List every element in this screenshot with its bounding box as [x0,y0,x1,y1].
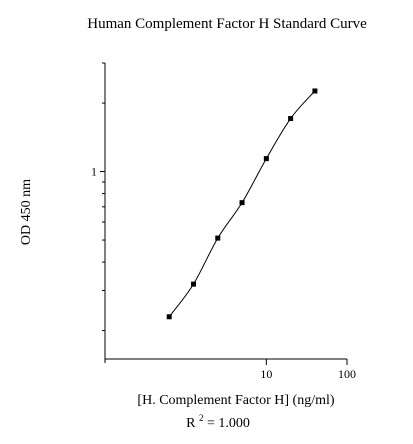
plot-area: 10 100 1 [91,62,356,381]
data-point-1 [190,281,196,287]
x-axis-label: [H. Complement Factor H] (ng/ml) [137,393,334,408]
data-point-4 [263,156,269,162]
data-point-3 [239,200,245,206]
data-point-2 [215,235,221,241]
y-axis-label: OD 450 nm [19,179,34,245]
r-squared-symbol: R [186,416,196,431]
data-point-0 [166,314,172,320]
r-squared-annotation: R 2 = 1.000 [186,410,250,431]
x-tick-label-10: 10 [260,367,272,381]
chart-title: Human Complement Factor H Standard Curve [87,16,367,32]
data-point-6 [312,88,318,94]
x-tick-label-100: 100 [338,367,356,381]
ticks-layer: 10 100 1 [91,62,356,381]
y-tick-label-1: 1 [91,165,97,179]
r-squared-exponent: 2 [199,413,204,423]
r-squared-value: = 1.000 [207,416,250,431]
data-point-5 [288,116,294,122]
points-layer [166,88,318,320]
